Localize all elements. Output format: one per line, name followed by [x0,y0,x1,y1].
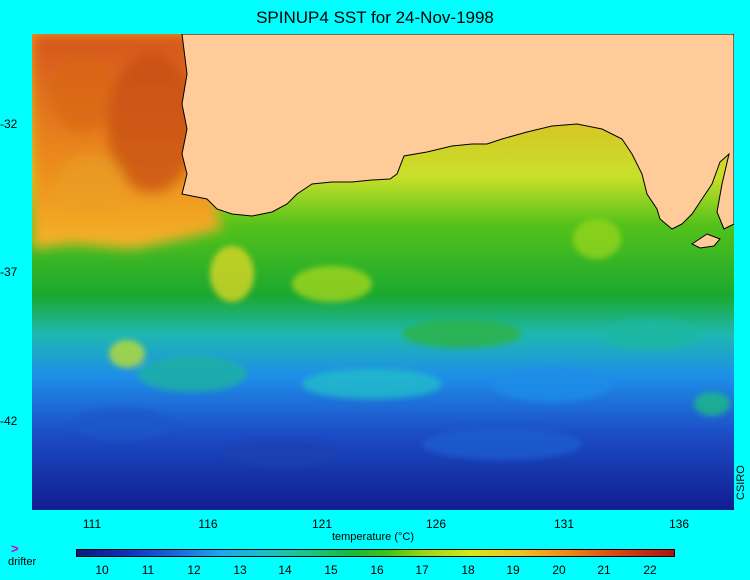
drifter-legend-label: drifter [8,556,37,568]
x-tick-label: 131 [553,517,575,531]
colorbar-tick: 19 [506,563,520,577]
y-tick-label: -32 [0,117,18,131]
colorbar-tick: 15 [324,563,338,577]
x-tick-label: 121 [311,517,333,531]
x-tick-label: 111 [82,517,102,531]
colorbar-tick: 18 [461,563,475,577]
colorbar [76,549,675,557]
y-tick-label: -37 [0,265,18,279]
sst-field-svg [32,34,734,510]
sst-map[interactable] [32,34,734,510]
y-tick-label: -42 [0,414,18,428]
map-title: SPINUP4 SST for 24-Nov-1998 [256,8,494,27]
land-mass [181,34,734,230]
x-tick-label: 116 [198,517,218,531]
colorbar-tick: 14 [278,563,292,577]
x-tick-label: 136 [668,517,690,531]
colorbar-tick: 21 [597,563,611,577]
drifter-marker-icon: > [11,541,19,556]
colorbar-tick: 20 [552,563,566,577]
colorbar-tick: 17 [415,563,429,577]
colorbar-title: temperature (°C) [331,531,415,543]
x-tick-label: 126 [425,517,447,531]
colorbar-tick: 22 [643,563,657,577]
colorbar-tick: 10 [95,563,109,577]
credit-label: CSIRO [735,465,747,500]
colorbar-tick: 16 [370,563,384,577]
colorbar-tick: 13 [233,563,247,577]
colorbar-tick: 11 [141,563,155,577]
colorbar-tick: 12 [187,563,201,577]
